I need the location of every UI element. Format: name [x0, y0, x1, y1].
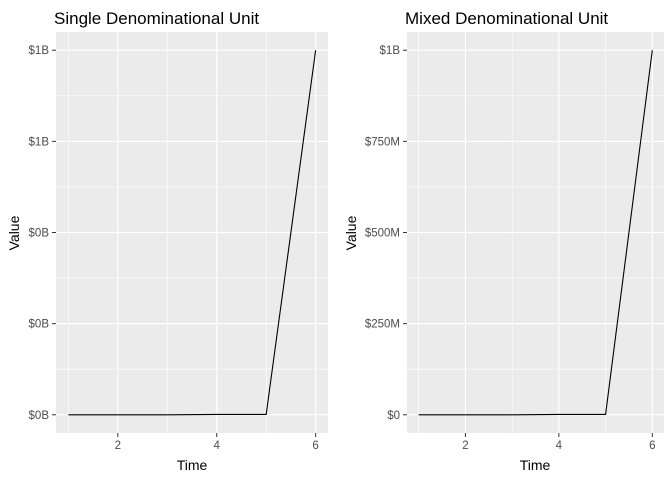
series-polyline [418, 50, 653, 416]
x-axis-label: Time [177, 457, 208, 473]
y-tick-label: $0B [29, 228, 50, 240]
y-axis-label: Value [6, 215, 22, 250]
y-tick-label: $1B [380, 45, 401, 57]
x-tick-label: 6 [312, 440, 318, 452]
chart-title: Single Denominational Unit [54, 9, 259, 28]
x-axis-ticks: 2 4 6 [462, 433, 656, 452]
x-tick-label: 2 [462, 440, 468, 452]
x-axis-ticks: 2 4 6 [115, 433, 319, 452]
chart-title: Mixed Denominational Unit [405, 9, 608, 28]
y-tick-label: $0B [29, 319, 50, 331]
series-line [68, 50, 317, 416]
y-tick-label: $0 [387, 410, 400, 422]
chart-single-denominational: Single Denominational Unit $0B$0B$0B$1B$… [6, 9, 328, 473]
series-polyline [68, 50, 317, 416]
y-tick-label: $250M [365, 319, 400, 331]
y-tick-label: $0B [29, 410, 50, 422]
grid [407, 32, 664, 433]
y-tick-label: $750M [365, 136, 400, 148]
x-tick-label: 6 [649, 440, 655, 452]
chart-mixed-denominational: Mixed Denominational Unit $0 $250M $500M $7… [343, 9, 664, 473]
y-tick-label: $1B [29, 136, 50, 148]
x-tick-label: 2 [115, 440, 121, 452]
y-axis-ticks: $0B $0B $0B $1B $1B [29, 45, 56, 422]
y-axis-ticks: $0 $250M $500M $750M $1B [365, 45, 407, 422]
x-axis-label: Time [520, 457, 551, 473]
x-tick-label: 4 [214, 440, 221, 452]
y-axis-label: Value [343, 215, 359, 250]
series-line [418, 50, 653, 416]
x-tick-label: 4 [556, 440, 563, 452]
y-tick-label: $500M [365, 228, 400, 240]
y-tick-label: $1B [29, 45, 50, 57]
